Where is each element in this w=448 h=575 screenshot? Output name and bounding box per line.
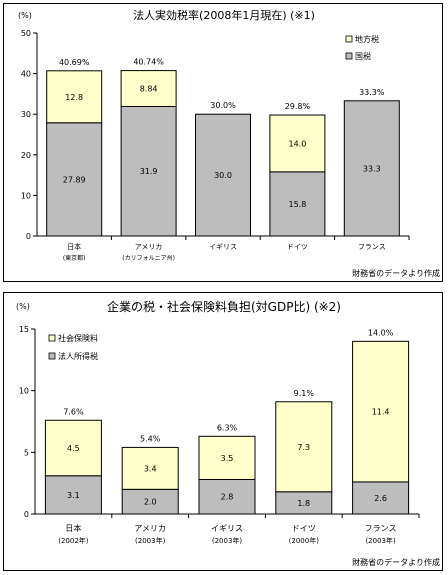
bar-segment-bottom: [44, 475, 102, 515]
bar-value-label: 1.8: [297, 499, 310, 508]
bar-segment-bottom: [269, 171, 326, 237]
bar-total-label: 6.3%: [217, 423, 238, 432]
bar-segment-bottom: [352, 481, 410, 515]
y-tick-label: 10: [21, 191, 31, 200]
category-sublabel: (2003年): [365, 536, 396, 545]
bar-value-label: 3.5: [221, 454, 234, 463]
bar-segment-bottom: [46, 122, 103, 237]
bar-value-label: 14.0: [288, 139, 306, 148]
category-label: ドイツ: [287, 243, 308, 251]
category-label: フランス: [365, 524, 397, 533]
y-tick-label: 50: [21, 29, 31, 38]
bar-segment-top: [352, 340, 410, 483]
bar-value-label: 3.4: [144, 464, 157, 473]
y-tick-label: 15: [19, 325, 29, 334]
legend-swatch: [48, 334, 56, 342]
bar-total-label: 7.6%: [63, 407, 84, 416]
y-tick-label: 40: [21, 70, 31, 79]
bar-value-label: 31.9: [140, 167, 158, 176]
chart-2-svg: 企業の税・社会保険料負担(対GDP比) (※2) (%) 0 5 10 15 3.1 4.5 7…: [16, 299, 440, 567]
bar-value-label: 12.8: [65, 93, 83, 102]
bar-segment-bottom: [195, 113, 251, 237]
y-axis-label: (%): [16, 302, 30, 311]
bar-segment-top: [44, 419, 102, 477]
bar-value-label: 11.4: [372, 408, 390, 417]
bar-segment-top: [269, 114, 326, 173]
bar-segment-bottom: [198, 478, 256, 515]
y-tick-label: 20: [21, 151, 31, 160]
category-sublabel: (カリフォルニア州): [122, 255, 175, 262]
legend-label: 国税: [355, 51, 371, 61]
bar-segment-top: [120, 70, 177, 107]
legend-swatch: [345, 52, 353, 60]
bar-value-label: 3.1: [67, 491, 80, 500]
bar-segment-bottom: [120, 105, 177, 237]
category-sublabel: (2003年): [212, 536, 243, 545]
legend-label: 社会保険料: [58, 333, 98, 343]
bar-total-label: 9.1%: [294, 389, 315, 398]
corporate-burden-gdp-chart: 企業の税・社会保険料負担(対GDP比) (※2) (%) 0 5 10 15 3.1 4.5 7…: [3, 292, 443, 571]
bar-value-label: 33.3: [363, 164, 381, 173]
bar-total-label: 5.4%: [140, 434, 161, 443]
bar-total-label: 14.0%: [368, 328, 394, 337]
source-note: 財務省のデータより作成: [352, 557, 440, 567]
bar-segment-bottom: [343, 100, 400, 237]
category-label: アメリカ: [134, 524, 166, 533]
bar-value-label: 8.84: [140, 85, 158, 94]
y-tick-label: 0: [26, 232, 31, 241]
category-label: イギリス: [211, 524, 243, 533]
corporate-tax-rate-chart: 法人実効税率(2008年1月現在) (※1) (%) 0 10 20 30 40 50 27.8…: [3, 3, 443, 282]
legend-label: 法人所得税: [58, 351, 98, 361]
legend-swatch: [48, 352, 56, 360]
bar-value-label: 7.3: [297, 443, 310, 452]
legend-swatch: [345, 35, 353, 43]
category-sublabel: (東京都): [63, 254, 86, 262]
category-label: アメリカ: [135, 243, 163, 251]
y-tick-label: 10: [19, 387, 29, 396]
category-label: イギリス: [209, 243, 237, 251]
source-note: 財務省のデータより作成: [352, 268, 440, 278]
bar-value-label: 30.0: [214, 171, 232, 180]
bar-value-label: 2.6: [374, 494, 387, 503]
y-axis-label: (%): [18, 11, 32, 20]
bar-segment-top: [198, 435, 256, 480]
y-tick-label: 30: [21, 110, 31, 119]
y-tick-label: 5: [24, 448, 29, 457]
chart-title: 企業の税・社会保険料負担(対GDP比) (※2): [107, 299, 341, 314]
legend-label: 地方税: [355, 34, 379, 44]
bar-value-label: 2.0: [144, 498, 157, 507]
category-label: 日本: [65, 523, 81, 533]
category-sublabel: (2003年): [135, 536, 166, 545]
chart-1-svg: 法人実効税率(2008年1月現在) (※1) (%) 0 10 20 30 40 50 27.8…: [18, 8, 440, 278]
bar-total-label: 40.69%: [59, 58, 90, 67]
bar-segment-top: [275, 401, 333, 493]
category-sublabel: (2000年): [289, 536, 320, 545]
bar-value-label: 2.8: [221, 493, 234, 502]
category-label: ドイツ: [292, 524, 316, 533]
bar-value-label: 4.5: [67, 444, 80, 453]
y-tick-label: 0: [24, 510, 29, 519]
bar-segment-top: [46, 70, 103, 124]
bar-segment-top: [121, 446, 179, 490]
category-sublabel: (2002年): [58, 536, 89, 545]
bar-total-label: 29.8%: [285, 102, 311, 111]
bar-value-label: 27.89: [63, 175, 86, 184]
bar-total-label: 33.3%: [359, 88, 385, 97]
category-label: 日本: [67, 242, 81, 251]
bar-total-label: 30.0%: [210, 101, 236, 110]
bar-value-label: 15.8: [288, 200, 306, 209]
bar-total-label: 40.74%: [133, 58, 164, 67]
category-label: フランス: [358, 243, 386, 251]
chart-title: 法人実効税率(2008年1月現在) (※1): [133, 8, 315, 22]
